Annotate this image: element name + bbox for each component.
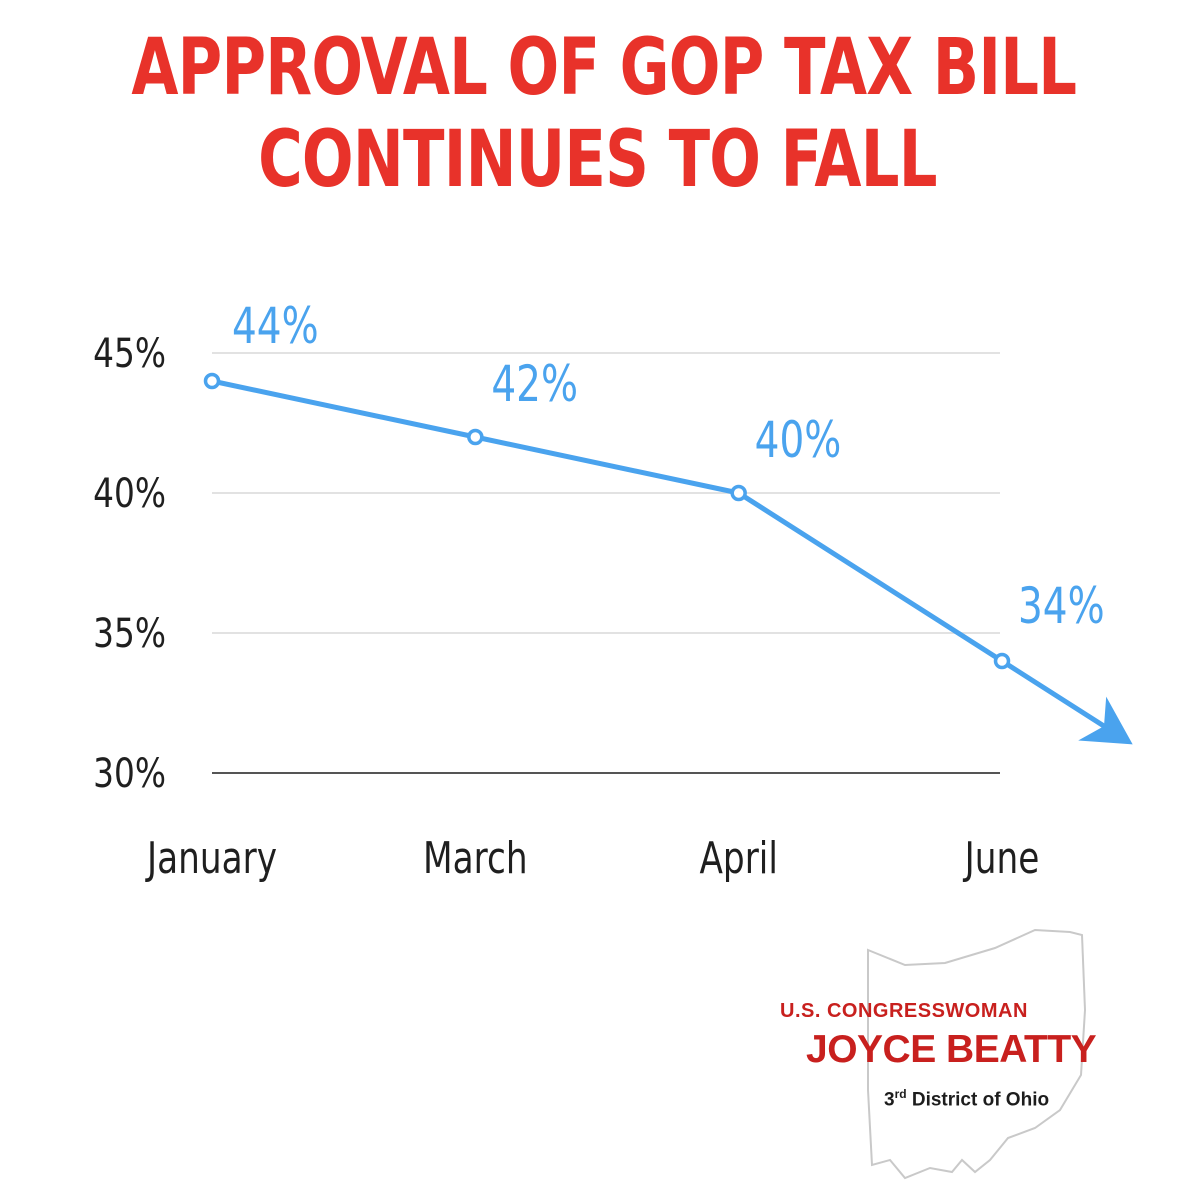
x-tick-label: March xyxy=(423,833,528,884)
data-point xyxy=(993,652,1011,670)
data-label: 44% xyxy=(232,296,319,355)
chart-title-line-2: CONTINUES TO FALL xyxy=(258,115,937,205)
series-line xyxy=(211,378,1004,664)
x-tick-label: January xyxy=(144,833,277,884)
data-point xyxy=(203,372,221,390)
data-label: 40% xyxy=(755,410,842,469)
trend-arrow-head xyxy=(1078,696,1133,745)
trend-arrow-shaft xyxy=(999,658,1110,731)
y-tick-label: 30% xyxy=(93,750,166,797)
y-tick-label: 40% xyxy=(93,470,166,517)
series-approval: 44% 42% 40% 34% xyxy=(203,296,1133,745)
y-axis-ticks: 45% 40% 35% 30% xyxy=(93,330,166,797)
data-label: 34% xyxy=(1018,576,1105,635)
data-point xyxy=(730,484,747,502)
data-label: 42% xyxy=(491,354,578,413)
gridlines xyxy=(212,352,1000,774)
y-tick-label: 45% xyxy=(93,330,166,377)
data-point xyxy=(467,428,484,446)
x-axis-ticks: January March April June xyxy=(144,833,1039,884)
chart-title: APPROVAL OF GOP TAX BILL CONTINUES TO FA… xyxy=(131,22,1077,206)
x-tick-label: June xyxy=(962,833,1039,884)
x-tick-label: April xyxy=(699,833,777,884)
chart-title-line-1: APPROVAL OF GOP TAX BILL xyxy=(131,23,1077,113)
y-tick-label: 35% xyxy=(93,610,166,657)
